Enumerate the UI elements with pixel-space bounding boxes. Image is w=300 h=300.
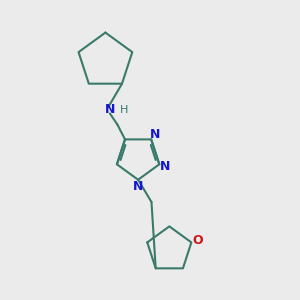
Text: N: N [160,160,171,173]
Text: H: H [120,105,128,115]
Text: N: N [133,180,143,193]
Text: N: N [150,128,160,141]
Text: O: O [192,234,203,247]
Text: N: N [105,103,115,116]
